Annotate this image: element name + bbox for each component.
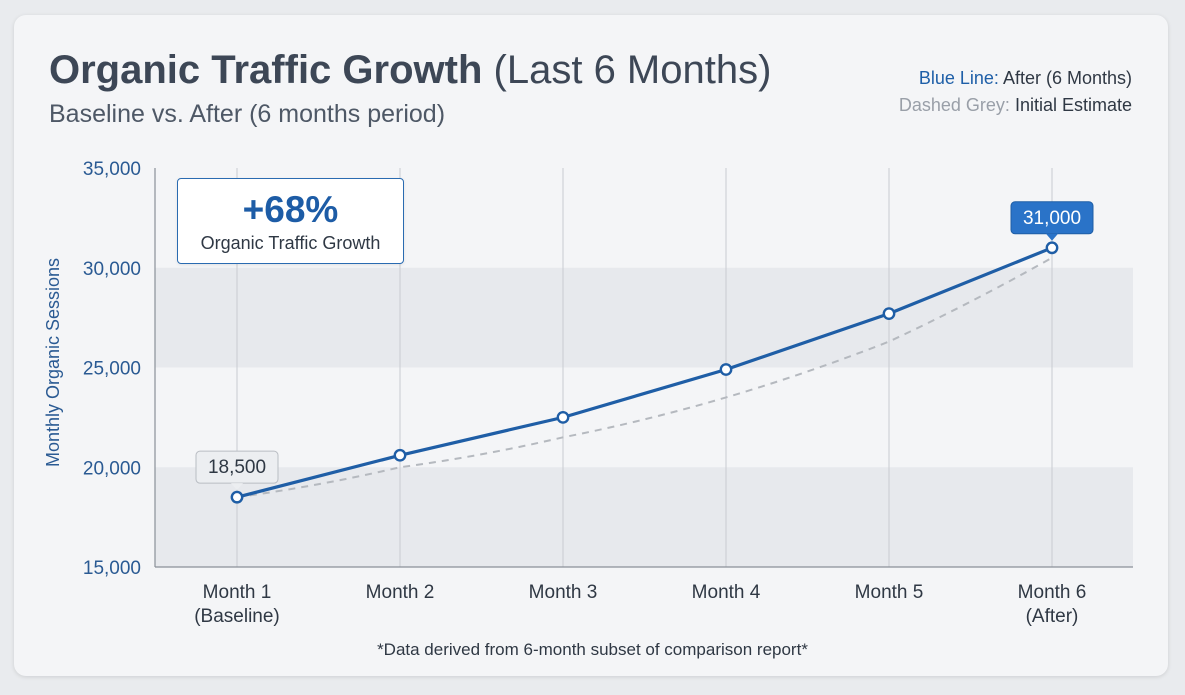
series-line-after (236, 246, 1053, 499)
data-point (556, 410, 570, 424)
x-tick-label: Month 6 (After) (1018, 582, 1087, 627)
x-tick-label-line: Month 6 (1018, 582, 1087, 603)
legend-key-grey: Dashed Grey: (898, 95, 1010, 115)
data-label-first: 18,500 (195, 450, 279, 491)
title-main: Organic Traffic Growth (49, 48, 483, 92)
growth-label: Organic Traffic Growth (200, 233, 381, 253)
x-tick-label: Month 3 (529, 582, 598, 603)
data-label-pointer (1046, 233, 1058, 241)
legend-item-grey: Dashed Grey: Initial Estimate (899, 92, 1132, 119)
data-point (1045, 241, 1059, 255)
title-suffix: (Last 6 Months) (493, 48, 772, 92)
x-tick-label: Month 5 (855, 582, 924, 603)
data-point (882, 307, 896, 321)
data-point (393, 448, 407, 462)
chart-subtitle: Baseline vs. After (6 months period) (49, 100, 446, 128)
legend-key-blue: Blue Line: (918, 68, 999, 88)
growth-value: +68% (242, 189, 339, 230)
x-tick-label-line: Month 5 (855, 582, 924, 603)
data-label-text: 18,500 (208, 457, 266, 478)
page-title: Organic Traffic Growth (Last 6 Months) (49, 48, 771, 93)
chart-legend: Blue Line: After (6 Months) Dashed Grey:… (899, 65, 1132, 119)
x-tick-label: Month 2 (366, 582, 435, 603)
legend-value-grey: Initial Estimate (1014, 95, 1132, 115)
x-tick-label-line: Month 2 (366, 582, 435, 603)
data-point (719, 363, 733, 376)
y-tick-label: 25,000 (83, 359, 141, 380)
x-tick-label: Month 1 (Baseline) (194, 582, 280, 627)
y-tick-label: 30,000 (83, 259, 141, 280)
y-tick-label: 15,000 (83, 558, 141, 579)
data-label-pointer (231, 483, 243, 491)
y-tick-label: 35,000 (83, 159, 141, 180)
legend-value-blue: After (6 Months) (1002, 68, 1132, 88)
x-tick-label-line: Month 1 (203, 582, 272, 603)
growth-callout: +68% Organic Traffic Growth (177, 178, 404, 264)
x-tick-label-line: (Baseline) (194, 606, 280, 627)
grid-band (155, 467, 1133, 567)
y-axis-title: Monthly Organic Sessions (43, 258, 63, 467)
x-tick-label-line: Month 3 (529, 582, 598, 603)
footnote: *Data derived from 6-month subset of com… (377, 640, 808, 659)
data-point (230, 490, 244, 504)
grid-band (155, 267, 1133, 368)
x-tick-label: Month 4 (692, 582, 761, 603)
data-label-text: 31,000 (1023, 208, 1081, 229)
legend-item-blue: Blue Line: After (6 Months) (899, 65, 1132, 92)
x-tick-label-line: (After) (1026, 606, 1079, 627)
data-label-last: 31,000 (1010, 201, 1094, 241)
x-tick-label-line: Month 4 (692, 582, 761, 603)
y-tick-label: 20,000 (83, 458, 141, 479)
